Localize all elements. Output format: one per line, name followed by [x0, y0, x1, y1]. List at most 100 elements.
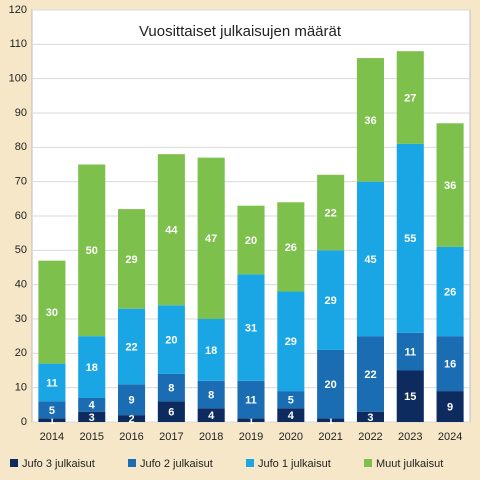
bar-segment	[356, 181, 384, 337]
x-tick-label: 2014	[40, 431, 64, 443]
y-tick-label: 120	[9, 4, 27, 16]
bar-segment	[396, 370, 424, 422]
bar-segment	[38, 418, 66, 422]
data-label: 26	[285, 242, 297, 254]
bar-segment	[277, 291, 305, 392]
bar-segment	[356, 411, 384, 422]
bar-segment	[396, 332, 424, 371]
data-label: 3	[89, 412, 95, 424]
bar-segment	[38, 363, 66, 402]
legend-label: Muut julkaisut	[376, 458, 443, 470]
bar-segment	[78, 164, 106, 337]
data-label: 1	[49, 415, 55, 427]
x-tick-label: 2019	[239, 431, 263, 443]
data-label: 29	[285, 336, 297, 348]
data-label: 20	[245, 235, 257, 247]
bar-segment	[317, 174, 345, 251]
bar-segment	[237, 205, 265, 275]
data-label: 26	[444, 286, 456, 298]
x-tick-label: 2017	[159, 431, 183, 443]
y-tick-label: 100	[9, 73, 27, 85]
data-label: 47	[205, 233, 217, 245]
data-label: 22	[325, 207, 337, 219]
data-label: 18	[205, 345, 217, 357]
bar-segment	[118, 384, 146, 416]
y-tick-label: 50	[15, 244, 27, 256]
bar-segment	[38, 260, 66, 364]
bar-segment	[317, 250, 345, 350]
y-tick-label: 70	[15, 176, 27, 188]
bar-segment	[157, 401, 185, 422]
data-label: 11	[404, 347, 416, 359]
x-tick-label: 2016	[119, 431, 143, 443]
data-label: 8	[208, 389, 214, 401]
data-label: 22	[364, 369, 376, 381]
x-tick-label: 2021	[318, 431, 342, 443]
data-label: 9	[128, 395, 134, 407]
bar-segment	[436, 391, 464, 422]
bar-segment	[197, 319, 225, 381]
bar-segment	[157, 305, 185, 374]
bar-segment	[197, 408, 225, 422]
bar-segment	[78, 336, 106, 398]
y-tick-label: 60	[15, 210, 27, 222]
bar-segment	[78, 397, 106, 412]
data-label: 55	[404, 233, 416, 245]
y-tick-label: 10	[15, 382, 27, 394]
data-label: 4	[208, 410, 215, 422]
x-tick-label: 2018	[199, 431, 223, 443]
data-label: 45	[364, 254, 376, 266]
bar-segment	[396, 143, 424, 333]
y-tick-label: 40	[15, 279, 27, 291]
data-label: 29	[325, 295, 337, 307]
data-label: 4	[89, 400, 96, 412]
bar-segment	[436, 123, 464, 247]
data-label: 11	[245, 395, 257, 407]
bar-segment	[356, 58, 384, 182]
legend-swatch	[10, 459, 18, 467]
data-label: 36	[444, 180, 456, 192]
data-label: 5	[49, 405, 55, 417]
legend-label: Jufo 2 julkaisut	[140, 458, 213, 470]
legend-label: Jufo 1 julkaisut	[258, 458, 331, 470]
bar-segment	[118, 415, 146, 422]
y-tick-label: 110	[9, 38, 27, 50]
data-label: 20	[165, 335, 177, 347]
legend-swatch	[128, 459, 136, 467]
data-label: 27	[404, 92, 416, 104]
data-label: 44	[165, 225, 178, 237]
x-tick-label: 2020	[279, 431, 303, 443]
data-label: 50	[86, 245, 98, 257]
x-tick-label: 2023	[398, 431, 422, 443]
y-tick-label: 90	[15, 107, 27, 119]
data-label: 18	[86, 362, 98, 374]
bar-segment	[157, 373, 185, 402]
bar-segment	[78, 411, 106, 422]
data-label: 1	[328, 415, 334, 427]
bar-segment	[317, 418, 345, 422]
bar-segment	[277, 391, 305, 409]
x-tick-label: 2024	[438, 431, 462, 443]
chart-title: Vuosittaiset julkaisujen määrät	[139, 23, 342, 40]
data-label: 4	[288, 410, 295, 422]
legend-label: Jufo 3 julkaisut	[22, 458, 95, 470]
bar-segment	[197, 380, 225, 409]
bar-segment	[436, 246, 464, 337]
data-label: 1	[248, 415, 254, 427]
bar-segment	[237, 274, 265, 381]
data-label: 9	[447, 401, 453, 413]
data-label: 30	[46, 307, 58, 319]
data-label: 8	[168, 383, 174, 395]
bar-segment	[277, 202, 305, 292]
bar-segment	[118, 209, 146, 309]
bar-segment	[317, 349, 345, 419]
data-label: 15	[404, 391, 416, 403]
data-label: 29	[125, 254, 137, 266]
bar-segment	[237, 418, 265, 422]
data-label: 5	[288, 395, 294, 407]
data-label: 20	[325, 379, 337, 391]
bar-segment	[237, 380, 265, 419]
data-label: 16	[444, 359, 456, 371]
bar-segment	[197, 157, 225, 319]
